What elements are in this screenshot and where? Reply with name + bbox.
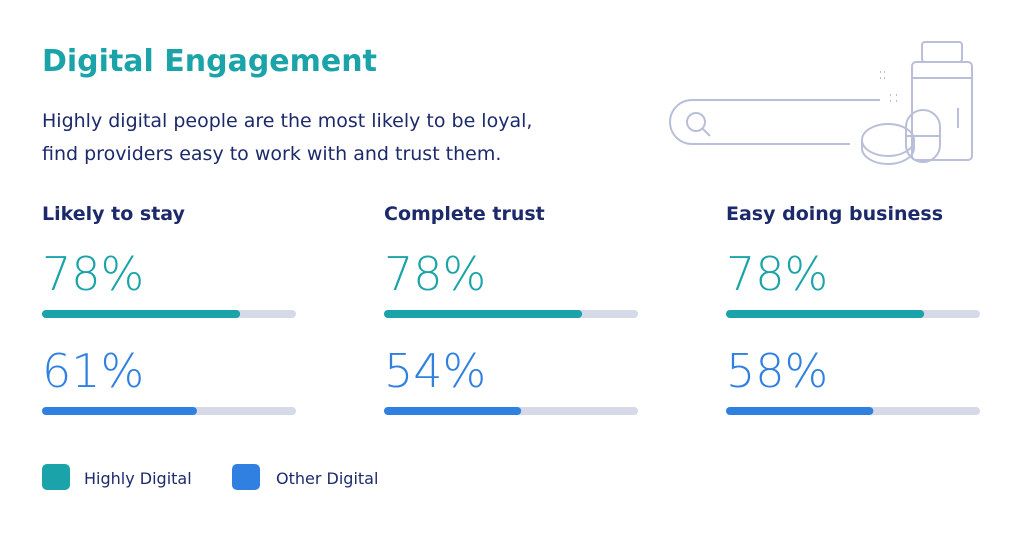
legend-label: Highly Digital [84,469,192,488]
legend-swatch [232,464,260,490]
bar [42,407,197,415]
value-label: 78% [726,247,828,301]
value-label: 78% [42,247,144,301]
panel-title: Likely to stay [42,203,186,225]
bar [384,407,522,415]
subtitle-line: Highly digital people are the most likel… [42,110,532,132]
value-label: 78% [384,247,486,301]
bar [726,407,874,415]
value-label: 58% [726,344,828,398]
panel-title: Complete trust [384,203,545,225]
value-label: 61% [42,344,144,398]
panel-title: Easy doing business [726,203,943,225]
value-label: 54% [384,344,486,398]
subtitle-line: find providers easy to work with and tru… [42,143,501,165]
page-title: Digital Engagement [42,44,377,79]
search-icon-illustration [669,41,973,165]
legend-label: Other Digital [276,469,378,488]
legend-swatch [42,464,70,490]
bar [384,310,583,318]
bar [42,310,241,318]
bar [726,310,925,318]
